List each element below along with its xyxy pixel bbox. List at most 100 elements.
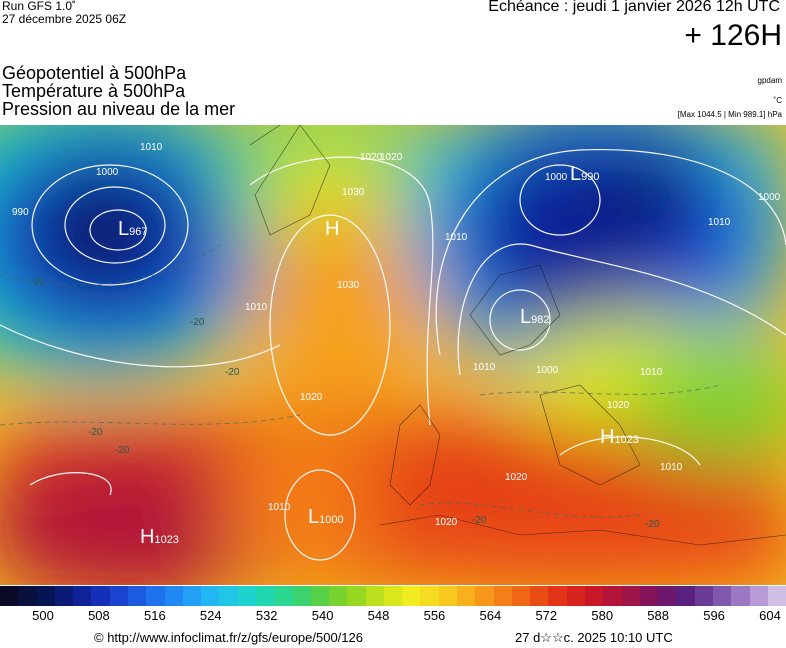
scale-swatch	[146, 586, 165, 606]
scale-tick-label: 572	[535, 608, 558, 623]
isotherm-label: -20	[472, 515, 487, 526]
isobar-label: 1000	[96, 167, 119, 178]
isobar-label: 1000	[536, 365, 559, 376]
forecast-lead-time: + 126H	[684, 19, 782, 52]
scale-swatch	[201, 586, 220, 606]
forecast-valid-time: Echéance : jeudi 1 janvier 2026 12h UTC	[488, 0, 780, 15]
isotherm-label: -20	[115, 445, 130, 456]
scale-swatch	[548, 586, 567, 606]
scale-tick-label: 580	[591, 608, 614, 623]
source-url[interactable]: © http://www.infoclimat.fr/z/gfs/europe/…	[94, 630, 363, 645]
isobar-label: 1020	[435, 517, 458, 528]
scale-swatch	[91, 586, 110, 606]
scale-swatch	[457, 586, 476, 606]
isobar-label: 1010	[445, 232, 468, 243]
scale-swatch	[566, 586, 585, 606]
scale-swatch	[109, 586, 128, 606]
scale-swatch	[694, 586, 713, 606]
isobar-label: 1010	[140, 142, 163, 153]
scale-swatch	[420, 586, 439, 606]
scale-swatch	[511, 586, 531, 606]
isobar-label: 1010	[660, 462, 683, 473]
scale-swatch	[274, 586, 293, 606]
isobar-label: 1020	[360, 152, 383, 163]
scale-swatch	[310, 586, 330, 606]
param-temperature: Température à 500hPa	[2, 81, 186, 101]
scale-swatch	[493, 586, 512, 606]
color-scale	[0, 586, 786, 606]
scale-swatch	[54, 586, 74, 606]
scale-swatch	[0, 586, 19, 606]
isobar-label: 1020	[607, 400, 630, 411]
scale-swatch	[219, 586, 238, 606]
scale-tick-label: 604	[759, 608, 781, 623]
isotherm-label: -20	[190, 317, 205, 328]
scale-swatch	[383, 586, 403, 606]
color-scale-ticks: 500 508 516 524 532 540 548 556 564 572 580 588 596 6…	[0, 608, 786, 626]
param-pressure: Pression au niveau de la mer	[2, 99, 236, 119]
scale-tick-label: 508	[88, 608, 110, 623]
scale-swatch	[749, 586, 768, 606]
scale-swatch	[164, 586, 183, 606]
unit-pressure: [Max 1044.5 | Min 989.1] hPa	[677, 110, 782, 119]
isobar-label: 1010	[640, 367, 663, 378]
scale-swatch	[712, 586, 732, 606]
scale-swatch	[18, 586, 37, 606]
scale-swatch	[475, 586, 494, 606]
scale-swatch	[603, 586, 622, 606]
scale-swatch	[402, 586, 421, 606]
isobar-label: 1010	[245, 302, 268, 313]
scale-swatch	[438, 586, 458, 606]
scale-swatch	[255, 586, 275, 606]
scale-swatch	[347, 586, 366, 606]
isobar-label: 1000	[545, 172, 568, 183]
isobar-label: 1030	[337, 280, 360, 291]
scale-tick-label: 588	[647, 608, 669, 623]
param-geopotential: Géopotentiel à 500hPa	[2, 63, 187, 83]
generation-timestamp: 27 d☆☆c. 2025 10:10 UTC	[515, 630, 673, 645]
isobar-label: 1010	[708, 217, 731, 228]
scale-swatch	[621, 586, 640, 606]
isobar-label: 1030	[342, 187, 365, 198]
scale-swatch	[329, 586, 348, 606]
isotherm-label: -20	[645, 519, 660, 530]
scale-tick-label: 540	[311, 608, 334, 623]
isobar-label: 1020	[505, 472, 528, 483]
scale-tick-label: 500	[32, 608, 54, 623]
isobar-label: 1010	[268, 502, 291, 513]
scale-tick-label: 596	[703, 608, 725, 623]
scale-swatch	[731, 586, 750, 606]
scale-swatch	[767, 586, 786, 606]
run-date: 27 décembre 2025 06Z	[2, 12, 127, 26]
scale-tick-label: 548	[367, 608, 390, 623]
isobar-label: 990	[12, 207, 29, 218]
scale-tick-label: 524	[199, 608, 222, 623]
scale-swatch	[585, 586, 604, 606]
isobar-label: 1000	[758, 192, 781, 203]
isotherm-label: -20	[88, 427, 103, 438]
scale-tick-label: 516	[143, 608, 166, 623]
unit-temperature: ˚C	[773, 96, 782, 105]
scale-swatch	[237, 586, 256, 606]
scale-swatch	[639, 586, 659, 606]
isobar-label: 1020	[300, 392, 323, 403]
high-pressure-center: H	[325, 218, 339, 240]
scale-swatch	[530, 586, 549, 606]
scale-swatch	[182, 586, 202, 606]
scale-swatch	[292, 586, 311, 606]
unit-geopotential: gpdam	[757, 76, 782, 85]
scale-tick-label: 532	[255, 608, 278, 623]
scale-swatch	[127, 586, 147, 606]
scale-swatch	[676, 586, 695, 606]
isotherm-label: -20	[225, 367, 240, 378]
scale-swatch	[365, 586, 384, 606]
scale-tick-label: 564	[479, 608, 502, 623]
forecast-map: L967 HL990L982H1023L1000H1023990100010101…	[0, 125, 786, 585]
isotherm-label: -20	[30, 277, 45, 288]
scale-swatch	[73, 586, 92, 606]
scale-swatch	[36, 586, 55, 606]
run-label: Run GFS 1.0˚	[2, 0, 77, 13]
scale-tick-label: 556	[423, 608, 446, 623]
isobar-label: 1010	[473, 362, 496, 373]
isobar-label: 1020	[380, 152, 403, 163]
